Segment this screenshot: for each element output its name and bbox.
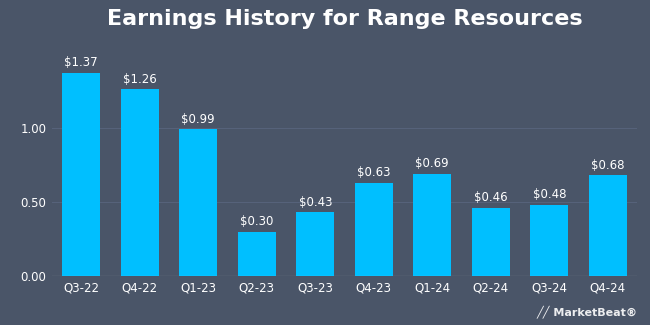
Text: $1.37: $1.37 — [64, 57, 98, 70]
Text: $0.43: $0.43 — [298, 196, 332, 209]
Text: ╱╱ MarketBeat®: ╱╱ MarketBeat® — [536, 306, 637, 318]
Bar — [589, 176, 627, 276]
Text: $0.99: $0.99 — [181, 113, 215, 126]
Bar — [472, 208, 510, 276]
Text: $1.26: $1.26 — [123, 73, 157, 86]
Bar — [355, 183, 393, 276]
Bar — [121, 89, 159, 276]
Title: Earnings History for Range Resources: Earnings History for Range Resources — [107, 9, 582, 29]
Bar — [179, 129, 217, 276]
Bar — [238, 232, 276, 276]
Bar — [530, 205, 568, 276]
Text: $0.68: $0.68 — [591, 159, 625, 172]
Text: $0.30: $0.30 — [240, 215, 274, 228]
Text: $0.46: $0.46 — [474, 191, 508, 204]
Text: $0.69: $0.69 — [415, 157, 449, 170]
Bar — [62, 73, 100, 276]
Bar — [296, 213, 334, 276]
Text: $0.48: $0.48 — [532, 188, 566, 202]
Text: $0.63: $0.63 — [357, 166, 391, 179]
Bar — [413, 174, 451, 276]
